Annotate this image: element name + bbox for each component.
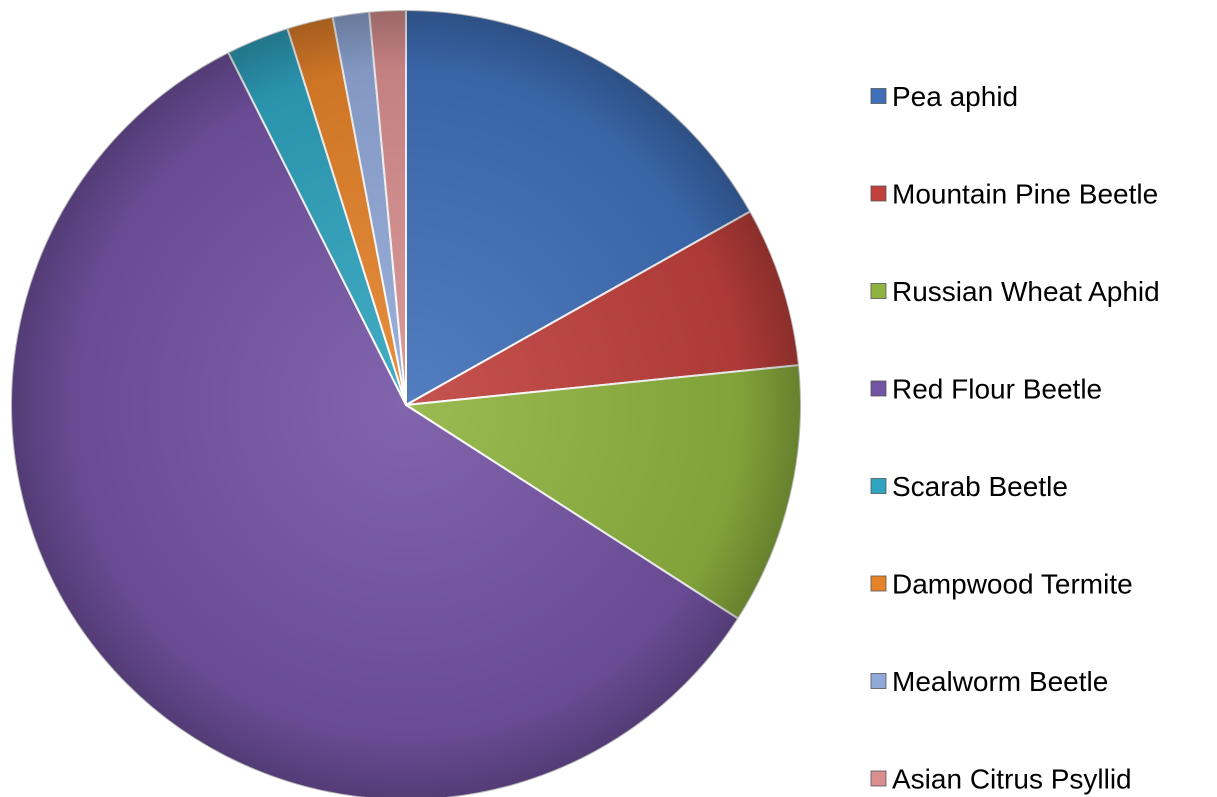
legend-label: Pea aphid: [892, 81, 1018, 112]
pie-slices: [10, 9, 802, 797]
legend-swatch: [870, 88, 887, 104]
legend-swatch: [870, 673, 887, 689]
legend-label: Red Flour Beetle: [892, 374, 1102, 405]
legend-item-scarab-beetle: Scarab Beetle: [870, 471, 1068, 502]
legend-swatch: [870, 770, 887, 787]
legend-swatch: [870, 283, 887, 299]
legend-label: Mealworm Beetle: [892, 666, 1108, 697]
legend-item-mealworm-beetle: Mealworm Beetle: [870, 666, 1108, 697]
legend-swatch: [870, 478, 887, 494]
legend-item-dampwood-termite: Dampwood Termite: [870, 569, 1133, 600]
legend-label: Asian Citrus Psyllid: [892, 764, 1132, 795]
legend-swatch: [870, 380, 887, 397]
legend-item-mountain-pine-beetle: Mountain Pine Beetle: [870, 179, 1158, 210]
legend-item-russian-wheat-aphid: Russian Wheat Aphid: [870, 276, 1160, 307]
legend-item-red-flour-beetle: Red Flour Beetle: [870, 374, 1102, 405]
legend-label: Scarab Beetle: [892, 471, 1068, 502]
legend-label: Russian Wheat Aphid: [892, 276, 1160, 307]
legend-swatch: [870, 575, 887, 592]
legend-item-pea-aphid: Pea aphid: [870, 81, 1018, 112]
legend-label: Mountain Pine Beetle: [892, 179, 1158, 210]
legend-label: Dampwood Termite: [892, 569, 1133, 600]
legend-swatch: [870, 185, 887, 202]
legend: Pea aphid Mountain Pine Beetle Russian Whe…: [870, 81, 1160, 795]
legend-item-asian-citrus-psyllid: Asian Citrus Psyllid: [870, 764, 1132, 795]
